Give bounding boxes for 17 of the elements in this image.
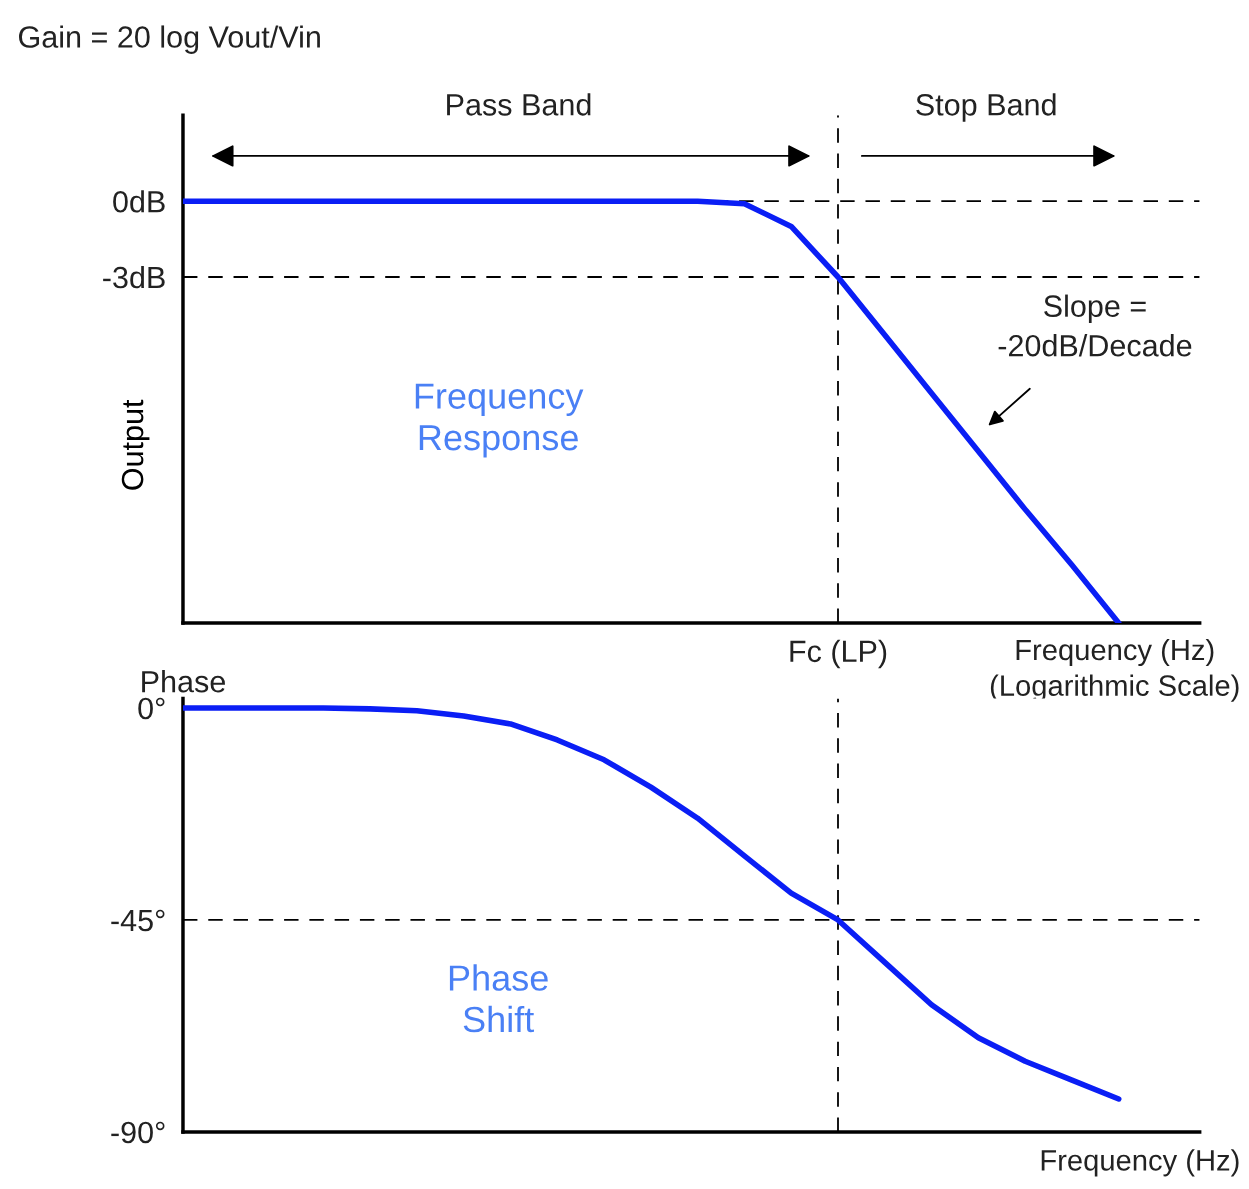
annotation: Stop Band bbox=[916, 93, 1056, 122]
chart-title: Gain = 20 log Vout/Vin bbox=[19, 25, 320, 54]
y-axis-title: Phase bbox=[449, 964, 548, 991]
x-axis-title: Frequency (Hz) bbox=[1041, 1149, 1239, 1177]
x-tick-label: Fc (LP) bbox=[790, 639, 887, 669]
y-axis-title: Output bbox=[121, 399, 150, 490]
text: Shift bbox=[463, 1005, 535, 1033]
y-tick-label: 0dB bbox=[113, 190, 165, 213]
y-tick-label: -45° bbox=[111, 909, 165, 932]
annotation: Pass Band bbox=[447, 93, 591, 116]
x-axis-title: Frequency (Hz) (Logarithmic Scale) bbox=[990, 638, 1239, 702]
y-tick-label: 0° bbox=[138, 697, 165, 720]
annotation: Slope = -20dB/Decade bbox=[998, 294, 1192, 357]
annotation: Frequency Response bbox=[415, 383, 584, 458]
text: Phase bbox=[142, 670, 225, 693]
y-tick-label: -3dB bbox=[103, 265, 165, 289]
y-tick-label: -90° bbox=[111, 1121, 165, 1144]
